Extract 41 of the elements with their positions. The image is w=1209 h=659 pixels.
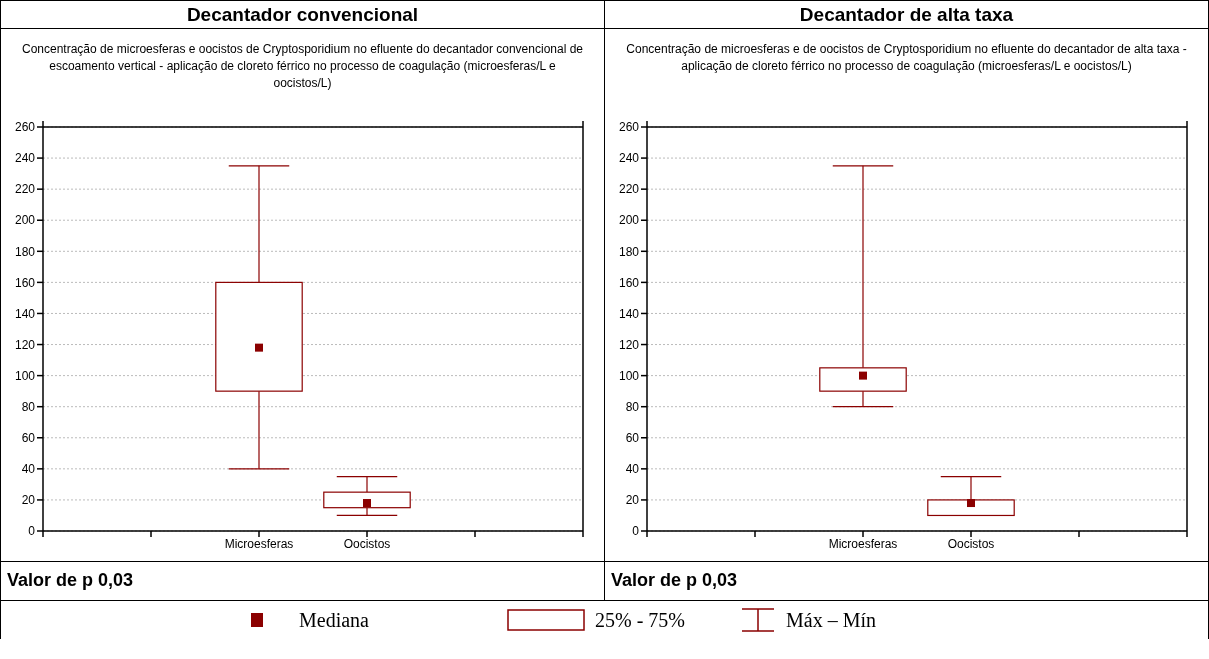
y-tick-label: 20 xyxy=(21,493,36,508)
y-tick-label: 80 xyxy=(21,399,36,414)
y-tick-label: 100 xyxy=(618,368,640,383)
x-tick-label: Oocistos xyxy=(343,536,391,551)
y-tick-label: 220 xyxy=(618,182,640,197)
y-tick-label: 240 xyxy=(618,151,640,166)
chart-subtitle: Concentração de microesferas e oocistos de Cryptosporidium no efluente do decantador convencional de escoamento vertical - aplicação de cloreto férrico no processo de coagulação (microesferas/L e oocistos/L) xyxy=(21,41,584,92)
y-tick-label: 0 xyxy=(632,524,640,539)
text: Mediana xyxy=(299,608,369,632)
x-tick-label: Microesferas xyxy=(828,536,898,551)
text: 25% - 75% xyxy=(594,608,685,632)
y-tick-label: 40 xyxy=(21,462,36,477)
text: Valor de p 0,03 xyxy=(611,570,738,590)
y-tick-label: 160 xyxy=(618,275,640,290)
text: Valor de p 0,03 xyxy=(7,570,134,590)
chart-title: Decantador convencional xyxy=(1,1,604,29)
y-tick-label: 20 xyxy=(625,493,640,508)
y-tick-label: 200 xyxy=(14,213,36,228)
y-tick-label: 40 xyxy=(625,462,640,477)
y-tick-label: 120 xyxy=(618,337,640,352)
y-tick-label: 260 xyxy=(618,120,640,135)
y-tick-label: 220 xyxy=(14,182,36,197)
chart-title: Decantador de alta taxa xyxy=(605,1,1208,29)
y-tick-label: 100 xyxy=(14,368,36,383)
y-tick-label: 0 xyxy=(28,524,36,539)
chart-subtitle: Concentração de microesferas e de oocistos de Cryptosporidium no efluente do decantador de alta taxa - aplicação de cloreto férrico no processo de coagulação (microesferas/L e oocistos/L) xyxy=(625,41,1188,75)
y-tick-label: 120 xyxy=(14,337,36,352)
text: Máx – Mín xyxy=(785,608,876,632)
y-tick-label: 140 xyxy=(618,306,640,321)
y-tick-label: 200 xyxy=(618,213,640,228)
y-tick-label: 160 xyxy=(14,275,36,290)
y-tick-label: 80 xyxy=(625,399,640,414)
x-tick-label: Oocistos xyxy=(947,536,995,551)
y-tick-label: 60 xyxy=(21,431,36,446)
y-tick-label: 260 xyxy=(14,120,36,135)
y-tick-label: 240 xyxy=(14,151,36,166)
y-tick-label: 180 xyxy=(618,244,640,259)
y-tick-label: 180 xyxy=(14,244,36,259)
x-tick-label: Microesferas xyxy=(224,536,294,551)
y-tick-label: 60 xyxy=(625,431,640,446)
y-tick-label: 140 xyxy=(14,306,36,321)
